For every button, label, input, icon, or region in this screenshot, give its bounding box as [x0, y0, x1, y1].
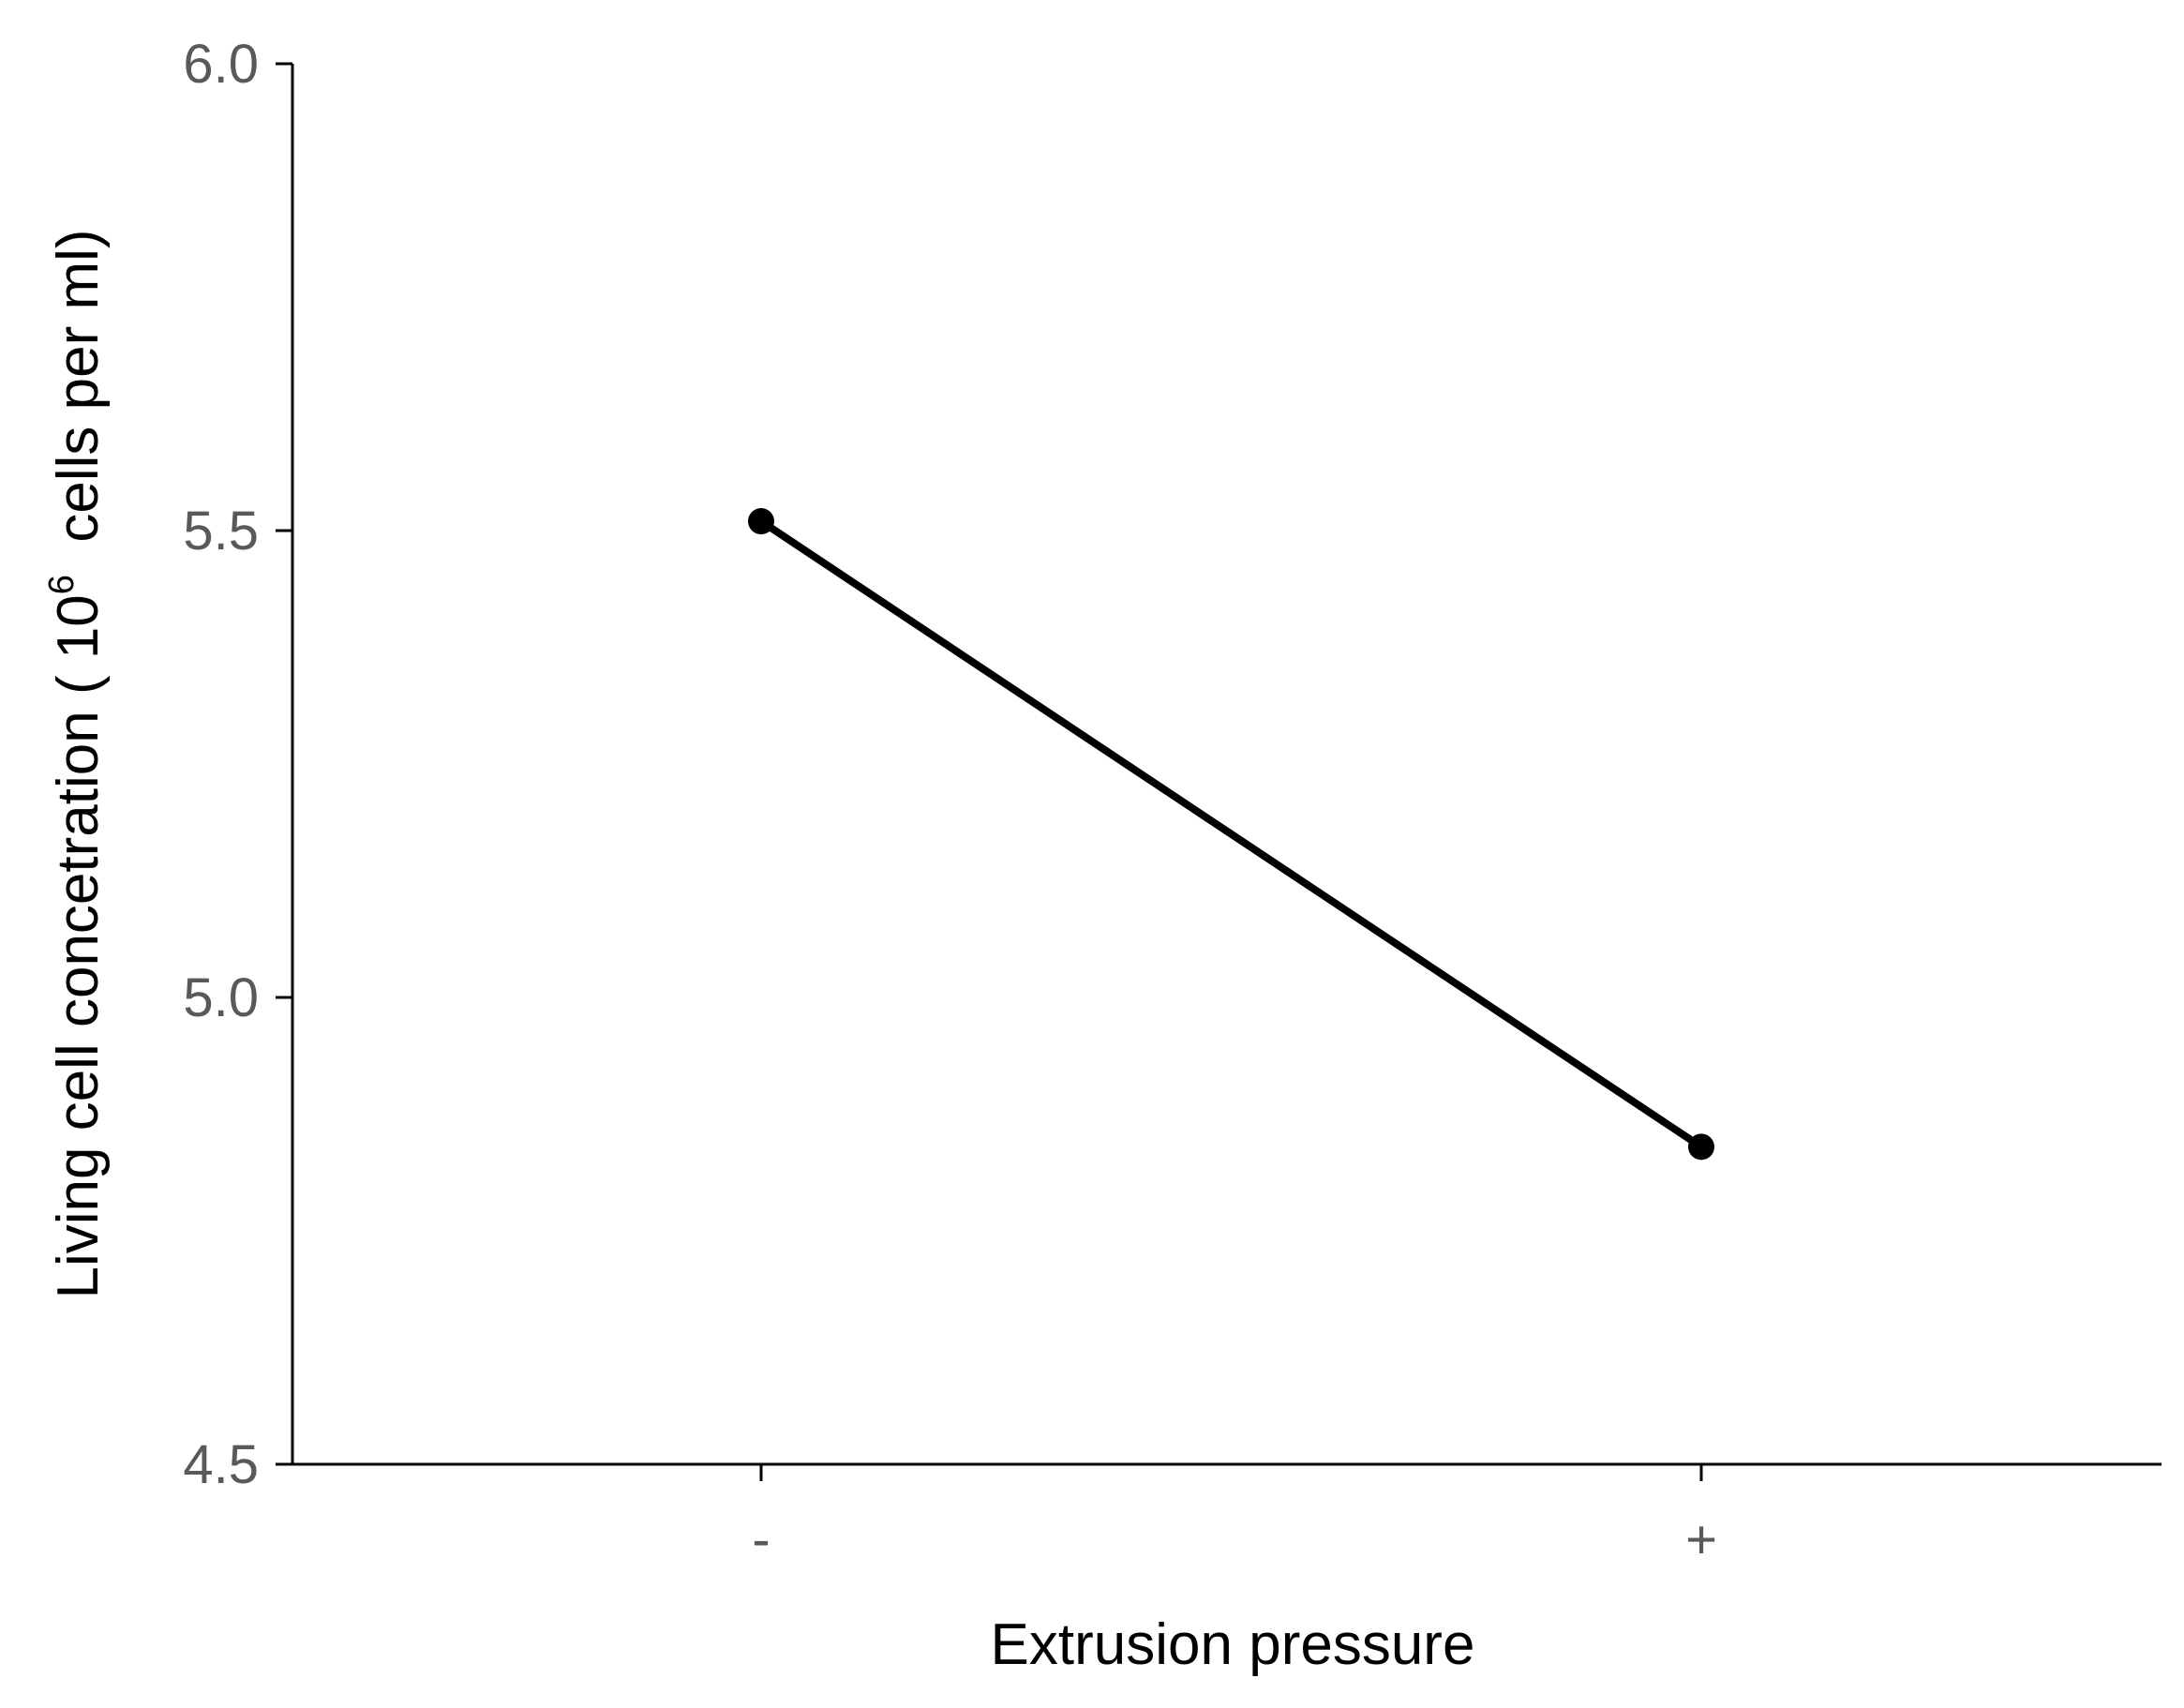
y-ticks: 4.5 5.0 5.5 6.0: [183, 34, 292, 1495]
y-tick-label: 5.5: [183, 501, 259, 562]
series-layer: [748, 508, 1714, 1161]
series-line: [758, 517, 1704, 1150]
y-tick-label: 5.0: [183, 967, 259, 1028]
data-point-1: [748, 508, 774, 535]
y-tick-label: 6.0: [183, 34, 259, 95]
x-tick-label: +: [1685, 1509, 1717, 1570]
y-axis-title-suffix: cells per ml): [46, 229, 111, 575]
y-tick-label: 4.5: [183, 1434, 259, 1495]
y-axis-title-superscript: 6: [42, 575, 82, 594]
data-point-2: [1688, 1133, 1714, 1161]
x-tick-label: -: [752, 1509, 770, 1570]
x-ticks: - +: [752, 1464, 1717, 1570]
x-axis-title: Extrusion pressure: [991, 1612, 1475, 1677]
y-axis-title-prefix: Living cell concetration ( 10: [46, 594, 111, 1298]
y-axis-title: Living cell concetration ( 106 cells per…: [42, 229, 111, 1298]
